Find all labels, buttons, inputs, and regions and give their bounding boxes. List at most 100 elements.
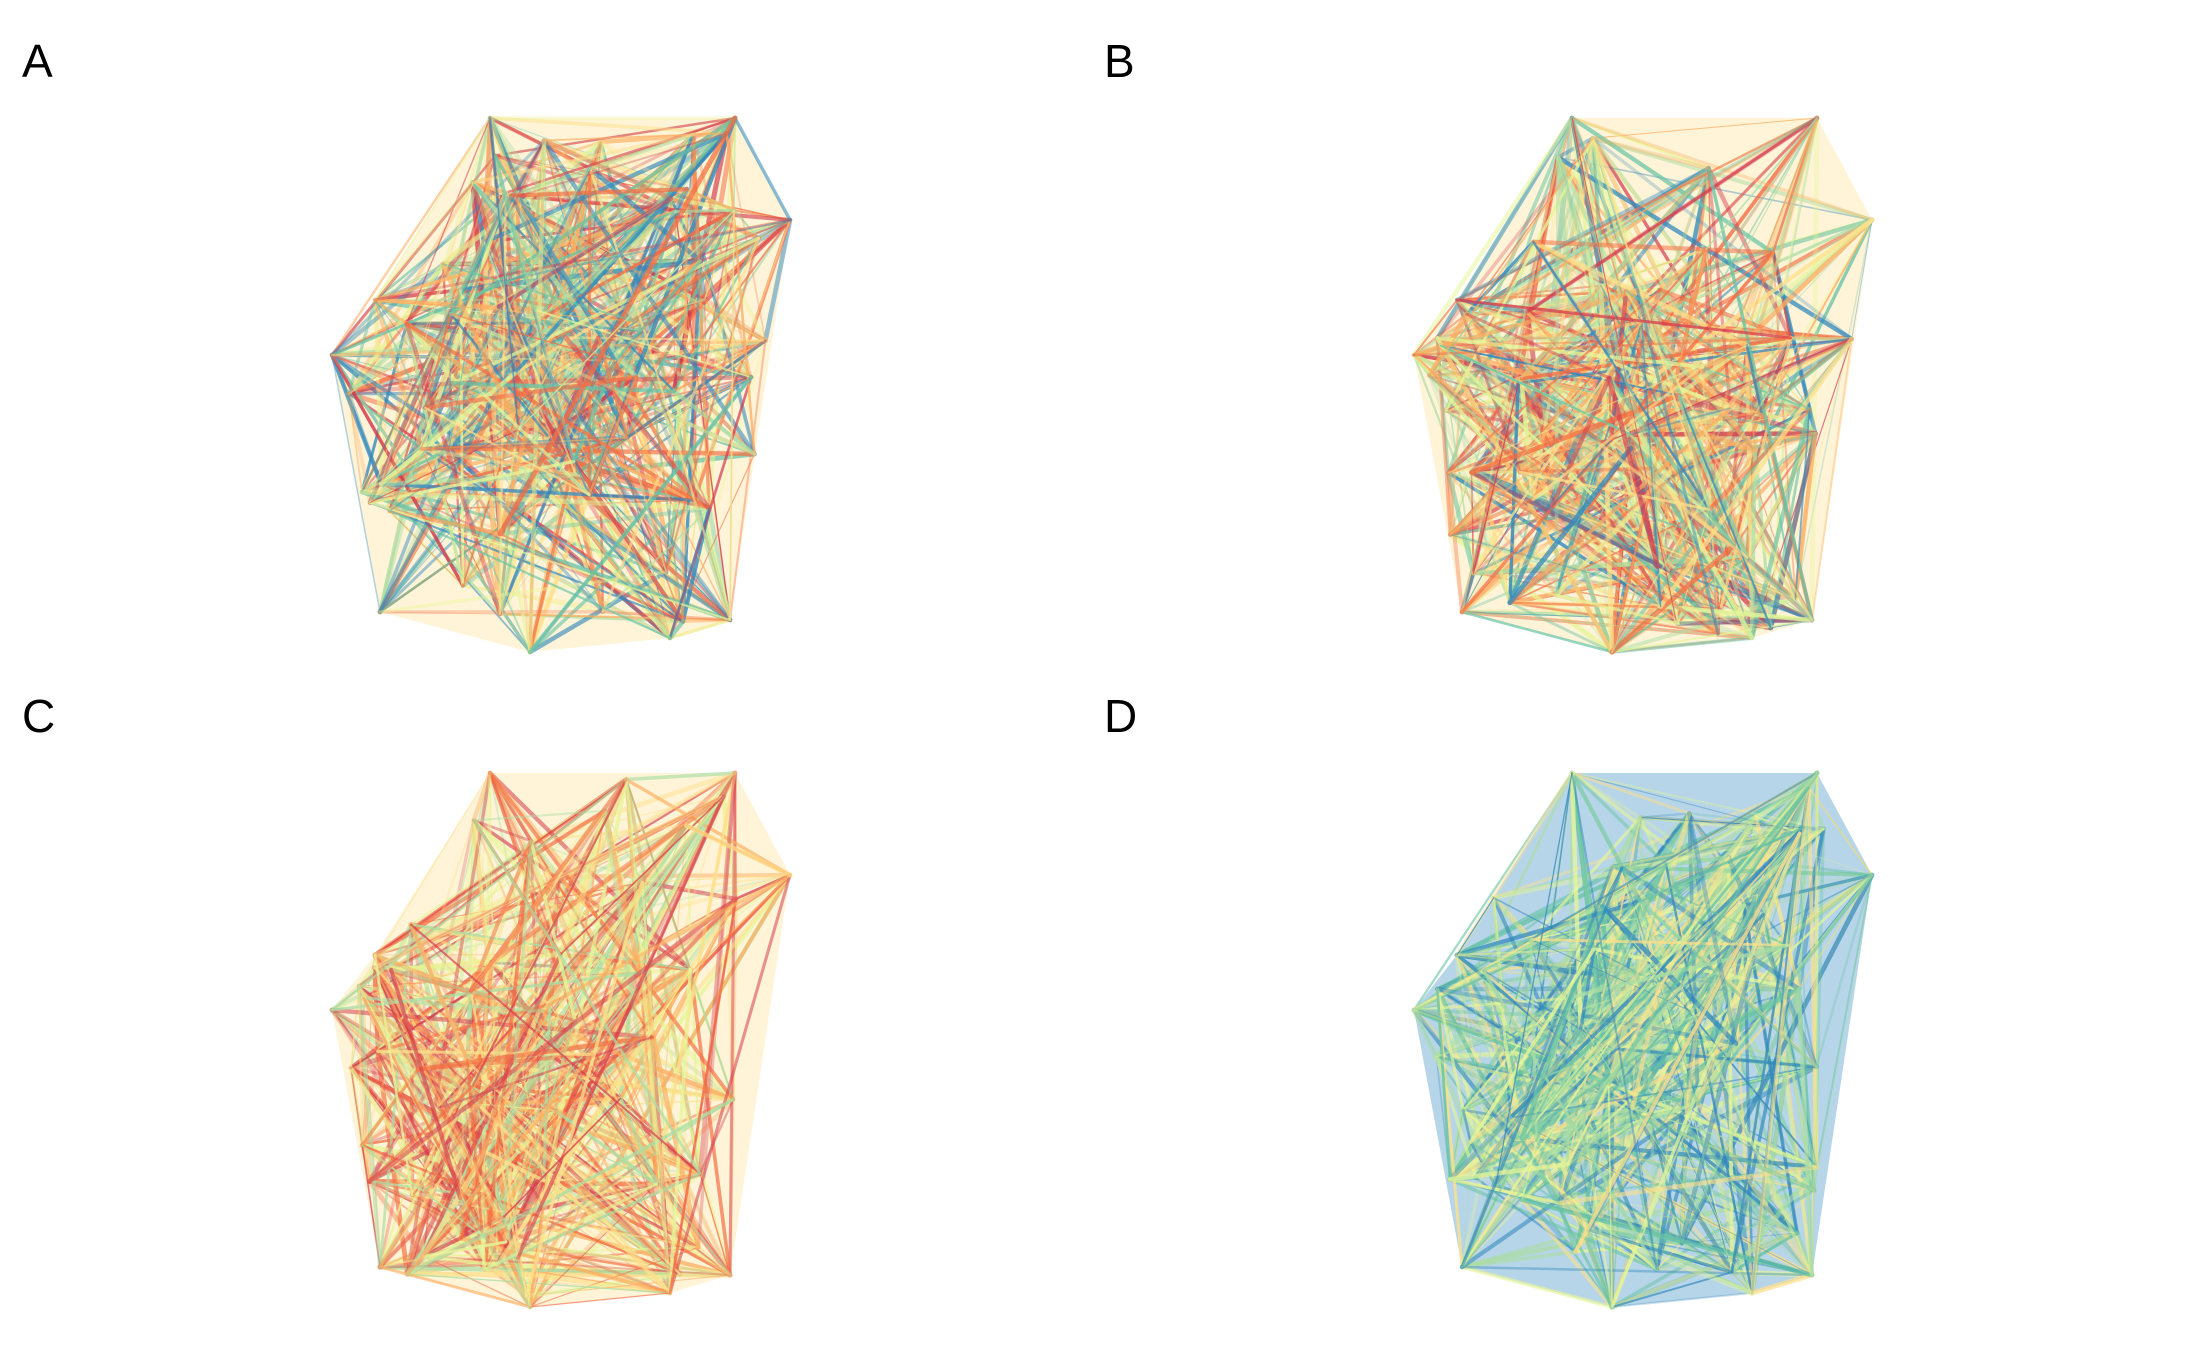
- network-edge: [1469, 470, 1720, 636]
- network-edge: [1559, 1116, 1644, 1204]
- network-edge: [377, 1013, 536, 1270]
- network-edge: [1427, 361, 1616, 378]
- network-edge: [1807, 786, 1873, 876]
- network-edge: [1585, 1227, 1615, 1310]
- network-edge: [528, 498, 697, 654]
- network-edge: [1435, 987, 1465, 1112]
- network-edge: [1750, 785, 1811, 1295]
- network-edge: [405, 1052, 595, 1277]
- network-edge: [1677, 393, 1711, 511]
- network-edge: [1519, 912, 1766, 1139]
- network-edge: [357, 984, 420, 1072]
- network-edge: [1610, 1291, 1754, 1309]
- network-edge: [574, 1019, 731, 1276]
- network-edge: [448, 241, 485, 449]
- network-edge: [380, 182, 474, 485]
- network-edge: [1695, 831, 1802, 1106]
- network-edge: [554, 1108, 682, 1276]
- network-edge: [498, 191, 507, 616]
- network-edge: [1655, 944, 1789, 1271]
- network-edge: [1438, 343, 1474, 475]
- network-edge: [665, 237, 760, 574]
- network-edge: [530, 795, 725, 842]
- panel-d: D: [1082, 655, 2175, 1330]
- network-edge: [1596, 441, 1749, 559]
- network-edge: [1468, 947, 1596, 1144]
- network-edge: [1521, 857, 1730, 1139]
- network-edge: [1700, 344, 1749, 369]
- network-edge: [329, 838, 534, 1013]
- network-edge: [1610, 338, 1853, 441]
- network-edge: [406, 117, 491, 325]
- network-edge: [459, 288, 465, 587]
- panel-label-c: C: [22, 690, 56, 742]
- network-edge: [1461, 1027, 1582, 1268]
- network-edge: [1630, 981, 1662, 1111]
- network-edge: [1610, 982, 1661, 1050]
- network-edge: [667, 619, 686, 641]
- network-edge: [472, 819, 551, 1006]
- network-edge: [728, 897, 738, 1277]
- network-edge: [1730, 786, 1811, 1274]
- network-edge: [703, 298, 752, 379]
- network-edge: [1629, 321, 1644, 450]
- network-edge: [416, 874, 561, 1072]
- network-edge: [733, 116, 792, 222]
- network-edge: [349, 1065, 364, 1148]
- network-edge: [1521, 1082, 1610, 1201]
- network-edge: [672, 237, 760, 393]
- panel-label-d: D: [1104, 690, 1138, 742]
- network-edge: [360, 490, 732, 622]
- network-graph-c: [329, 770, 793, 1310]
- network-edge: [445, 823, 689, 1115]
- network-edge: [1705, 117, 1818, 250]
- network-edge: [613, 259, 702, 363]
- network-edge: [461, 359, 617, 587]
- network-edge: [1456, 954, 1497, 1187]
- network-edge: [1525, 310, 1535, 501]
- network-edge: [1459, 1101, 1701, 1270]
- network-edge: [1578, 947, 1596, 1031]
- network-edge: [1611, 1102, 1699, 1308]
- network-edge: [483, 1182, 658, 1271]
- network-graph-a: [329, 115, 793, 655]
- network-edge: [1495, 1042, 1737, 1187]
- network-edge: [374, 117, 491, 301]
- network-edge: [1461, 611, 1677, 621]
- network-edge: [624, 375, 639, 440]
- network-edge: [368, 501, 684, 623]
- network-edge: [1434, 1054, 1800, 1236]
- network-edge: [509, 194, 629, 440]
- network-edge: [376, 1002, 552, 1053]
- network-edge: [1508, 601, 1754, 640]
- network-edge: [1460, 865, 1614, 1269]
- network-edge: [1685, 1042, 1738, 1114]
- network-edge: [1606, 375, 1660, 569]
- network-edge: [468, 838, 534, 993]
- network-edge: [1551, 439, 1612, 507]
- network-edge: [588, 166, 646, 332]
- network-edge: [1531, 320, 1644, 502]
- network-edge: [1475, 866, 1613, 1179]
- network-edge: [404, 321, 503, 617]
- network-edge: [1449, 322, 1643, 536]
- network-edge: [517, 336, 567, 431]
- network-edge: [1456, 897, 1495, 956]
- network-edge: [587, 210, 677, 497]
- network-edge: [529, 1183, 657, 1308]
- network-edge: [527, 569, 669, 655]
- network-edge: [1412, 321, 1644, 357]
- network-edge: [1610, 636, 1754, 654]
- network-edge: [373, 966, 682, 1276]
- network-edge: [573, 460, 671, 639]
- network-edge: [469, 839, 533, 993]
- network-edge: [1434, 811, 1692, 1059]
- network-edge: [1590, 135, 1711, 171]
- network-edge: [1695, 1100, 1815, 1278]
- network-edge: [360, 819, 475, 1147]
- network-edge: [350, 1067, 381, 1268]
- network-edge: [1797, 785, 1811, 991]
- network-edge: [1520, 873, 1874, 1201]
- network-edge: [373, 180, 475, 302]
- network-edge: [1569, 770, 1583, 1031]
